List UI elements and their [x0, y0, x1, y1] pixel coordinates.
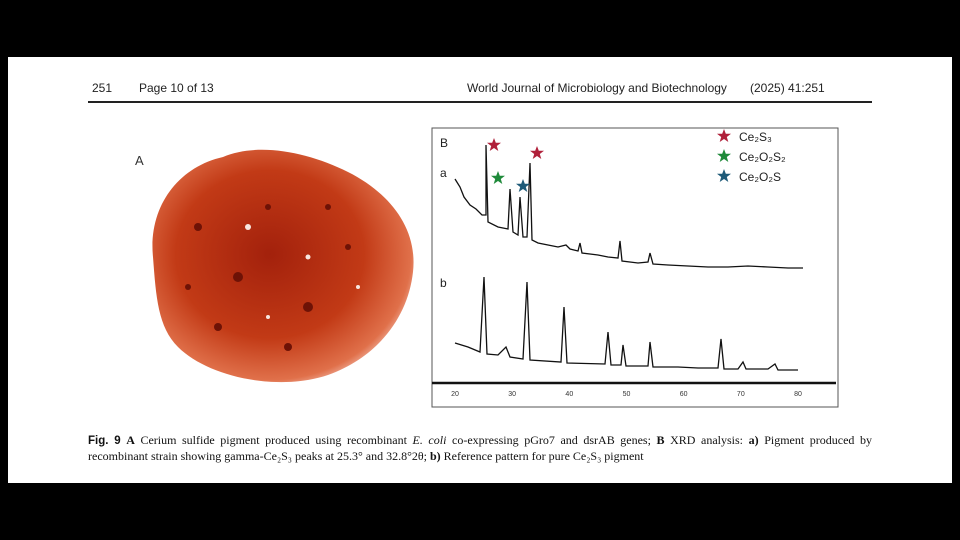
trace-a-label: a — [440, 166, 447, 180]
xrd-trace-b — [454, 276, 798, 371]
x-tick-label: 30 — [508, 391, 516, 398]
page-of: Page 10 of 13 — [139, 81, 214, 95]
caption-label: Fig. 9 — [88, 435, 121, 447]
panel-b-label: B — [440, 136, 448, 150]
x-tick-label: 40 — [565, 391, 573, 398]
x-tick-label: 50 — [623, 391, 631, 398]
caption-part: Reference pattern for pure Ce₂S₃ pigment — [443, 449, 644, 463]
x-tick-label: 20 — [451, 391, 459, 398]
caption-part: B — [656, 433, 665, 447]
legend-label: Ce₂O₂S — [739, 170, 781, 184]
panel-a-label: A — [135, 153, 144, 168]
journal: World Journal of Microbiology and Biotec… — [467, 81, 727, 95]
caption-part: A — [126, 433, 135, 447]
figure: A B a b 20 30 40 50 60 70 80 Ce₂S₃ Ce₂O₂S₂ Ce₂… — [135, 127, 839, 408]
x-tick-labels: 20 30 40 50 60 70 80 — [451, 391, 802, 398]
trace-b-label: b — [440, 276, 447, 290]
pigment-highlights — [245, 224, 360, 319]
caption-part: XRD analysis: — [670, 433, 744, 447]
page-number: 251 — [92, 81, 113, 95]
caption-part: E. coli — [412, 433, 447, 447]
xrd-trace-a — [454, 144, 803, 269]
x-tick-label: 80 — [794, 391, 802, 398]
caption-part: b) — [429, 449, 441, 463]
caption-part: a) — [748, 433, 759, 447]
x-tick-label: 60 — [680, 391, 688, 398]
legend-label: Ce₂O₂S₂ — [739, 150, 786, 164]
pigment-image — [152, 149, 414, 383]
x-tick-label: 70 — [737, 391, 745, 398]
legend-label: Ce₂S₃ — [739, 130, 772, 144]
caption-part: Pigment produced by recombinant strain s… — [88, 433, 872, 463]
citation: (2025) 41:251 — [750, 81, 825, 95]
figure-caption: Fig. 9 A Cerium sulfide pigment produced… — [88, 433, 872, 464]
header-rule — [88, 101, 872, 103]
paper-page: 251 Page 10 of 13 World Journal of Micro… — [8, 57, 952, 483]
caption-part: co-expressing pGro7 and dsrAB genes; — [452, 433, 651, 447]
pigment-speckles — [185, 204, 351, 351]
caption-part: Cerium sulfide pigment produced using re… — [140, 433, 407, 447]
